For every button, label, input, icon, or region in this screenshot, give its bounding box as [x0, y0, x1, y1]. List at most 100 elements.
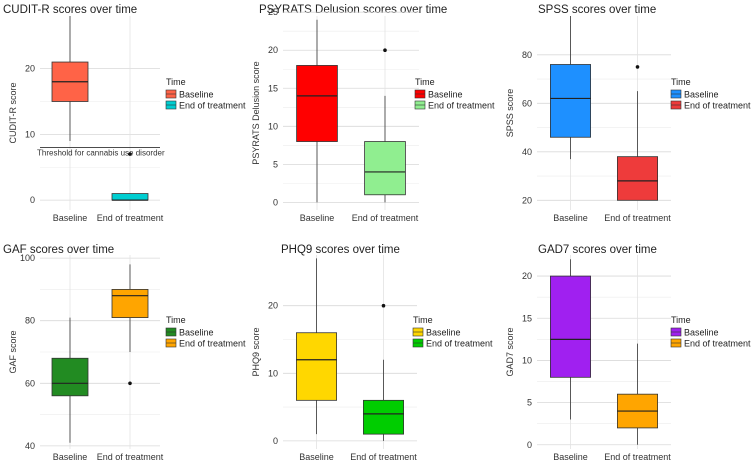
- legend-title: Time: [166, 77, 186, 87]
- outlier-point: [128, 152, 132, 156]
- x-tick-label: End of treatment: [97, 452, 164, 462]
- chart-panel-4: GAF scores over time 40 60 80 100 GAF score Ba…: [3, 244, 246, 462]
- chart-title: PSYRATS Delusion scores over time: [259, 4, 447, 16]
- box-iqr: [111, 289, 149, 318]
- legend-label: End of treatment: [179, 339, 246, 349]
- legend-label: Baseline: [426, 328, 461, 338]
- chart-panel-3: SPSS scores over time 20 40 60 80 SPSS score B…: [505, 4, 751, 223]
- chart-panel-5: PHQ9 scores over time 0 10 20 PHQ9 score Base…: [251, 244, 493, 462]
- x-tick-label: End of treatment: [97, 213, 164, 223]
- chart-title: GAD7 scores over time: [538, 244, 657, 256]
- box-baseline: [51, 317, 89, 443]
- legend-title: Time: [413, 315, 433, 325]
- y-axis-label: PSYRATS Delusion score: [251, 61, 261, 164]
- y-axis-label: GAD7 score: [505, 327, 515, 376]
- legend-label: Baseline: [684, 328, 719, 338]
- legend-label: Baseline: [179, 328, 214, 338]
- threshold-label: Threshold for cannabis use disorder: [37, 149, 165, 158]
- y-tick-label: 25: [268, 7, 278, 17]
- legend-title: Time: [671, 315, 691, 325]
- x-tick-label: End of treatment: [352, 213, 419, 223]
- box-iqr: [617, 156, 659, 201]
- y-tick-label: 15: [522, 313, 532, 323]
- box-iqr: [296, 65, 338, 142]
- box-baseline: [296, 19, 338, 203]
- box-iqr: [111, 193, 149, 201]
- y-tick-label: 5: [527, 398, 532, 408]
- y-tick-label: 60: [522, 98, 532, 108]
- y-tick-label: 15: [268, 83, 278, 93]
- x-tick-label: Baseline: [553, 452, 588, 462]
- x-tick-label: End of treatment: [604, 213, 671, 223]
- outlier-point: [635, 65, 640, 69]
- y-tick-label: 5: [273, 159, 278, 169]
- legend-label: Baseline: [428, 90, 463, 100]
- legend-label: End of treatment: [426, 339, 493, 349]
- legend-label: End of treatment: [684, 339, 751, 349]
- y-tick-label: 40: [522, 147, 532, 157]
- y-tick-label: 10: [522, 355, 532, 365]
- box-baseline: [550, 16, 592, 160]
- box-iqr: [364, 141, 406, 196]
- y-tick-label: 60: [25, 378, 35, 388]
- legend-title: Time: [671, 77, 691, 87]
- box-end-of-treatment: [362, 303, 404, 441]
- box-iqr: [295, 332, 337, 401]
- legend-title: Time: [415, 77, 435, 87]
- outlier-point: [383, 48, 387, 53]
- box-end-of-treatment: [617, 343, 659, 445]
- x-tick-label: Baseline: [53, 213, 88, 223]
- chart-panel-6: GAD7 scores over time 0 5 10 15 20 GAD7 score B…: [505, 244, 751, 462]
- box-baseline: [295, 258, 337, 435]
- y-axis-label: PHQ9 score: [251, 327, 261, 376]
- box-end-of-treatment: [111, 264, 149, 386]
- box-baseline: [51, 16, 89, 141]
- y-tick-label: 40: [25, 441, 35, 451]
- gridlines: [40, 255, 160, 449]
- legend-label: End of treatment: [684, 101, 751, 111]
- outlier-point: [128, 381, 132, 386]
- x-tick-label: Baseline: [300, 213, 335, 223]
- y-axis-label: SPSS score: [505, 89, 515, 138]
- legend-label: End of treatment: [179, 101, 246, 111]
- gridlines: [40, 16, 160, 210]
- y-tick-label: 0: [273, 436, 278, 446]
- chart-panel-1: CUDIT-R scores over time 0 10 20 CUDIT-R sco…: [3, 4, 246, 223]
- y-tick-label: 20: [25, 64, 35, 74]
- legend-label: End of treatment: [428, 101, 495, 111]
- y-tick-label: 10: [268, 121, 278, 131]
- y-tick-label: 0: [527, 440, 532, 450]
- box-iqr: [550, 64, 592, 138]
- y-tick-label: 80: [522, 50, 532, 60]
- y-tick-label: 80: [25, 316, 35, 326]
- legend-label: Baseline: [179, 90, 214, 100]
- box-baseline: [550, 259, 592, 420]
- y-tick-label: 100: [20, 253, 35, 263]
- y-tick-label: 20: [522, 195, 532, 205]
- chart-title: CUDIT-R scores over time: [3, 4, 137, 16]
- chart-title: PHQ9 scores over time: [281, 244, 400, 256]
- x-tick-label: End of treatment: [350, 452, 417, 462]
- chart-title: SPSS scores over time: [538, 4, 656, 16]
- chart-title: GAF scores over time: [3, 244, 114, 256]
- x-tick-label: Baseline: [553, 213, 588, 223]
- box-iqr: [51, 357, 89, 397]
- y-tick-label: 20: [268, 301, 278, 311]
- y-tick-label: 20: [522, 271, 532, 281]
- box-iqr: [550, 275, 592, 378]
- box-end-of-treatment: [617, 65, 659, 201]
- y-axis-label: GAF score: [8, 330, 18, 373]
- chart-panel-2: PSYRATS Delusion scores over time 0 5 10 15 2…: [251, 4, 495, 223]
- x-tick-label: End of treatment: [604, 452, 671, 462]
- x-tick-label: Baseline: [53, 452, 88, 462]
- y-axis-label: CUDIT-R score: [8, 82, 18, 143]
- y-tick-label: 10: [25, 129, 35, 139]
- outlier-point: [381, 303, 386, 308]
- legend-label: Baseline: [684, 90, 719, 100]
